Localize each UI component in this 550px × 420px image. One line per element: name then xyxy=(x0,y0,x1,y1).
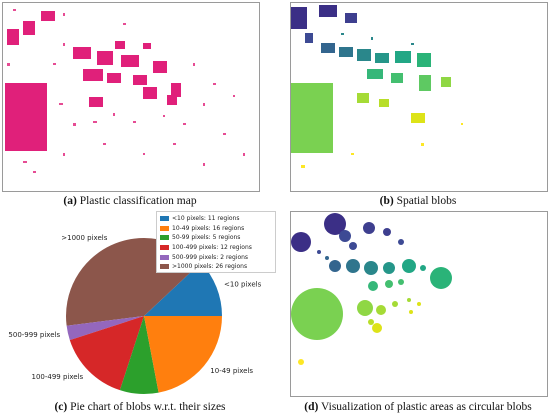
pie-slice xyxy=(144,316,222,393)
legend-label: 10-49 pixels: 16 regions xyxy=(172,224,245,232)
legend-entry: 500-999 pixels: 2 regions xyxy=(160,252,272,262)
pie-slice xyxy=(119,316,159,395)
pie-slice-label: 100-499 pixels xyxy=(32,373,84,381)
legend-label: 50-99 pixels: 5 regions xyxy=(172,234,241,242)
legend-entry: <10 pixels: 11 regions xyxy=(160,214,272,224)
classification-map-panel xyxy=(2,2,260,192)
legend-swatch xyxy=(160,264,169,270)
pie-chart-panel: <10 pixels >1000 pixels 500-999 pixels 100-… xyxy=(2,211,278,406)
spatial-blobs-image xyxy=(291,5,463,168)
legend-swatch xyxy=(160,225,169,231)
legend-label: <10 pixels: 11 regions xyxy=(172,215,240,223)
legend-label: 100-499 pixels: 12 regions xyxy=(172,244,252,252)
legend-entry: 100-499 pixels: 12 regions xyxy=(160,243,272,253)
legend-label: >1000 pixels: 26 regions xyxy=(172,263,248,271)
legend-entry: >1000 pixels: 26 regions xyxy=(160,262,272,272)
pie-slice-label: <10 pixels xyxy=(224,280,262,288)
pie-slice-label: >1000 pixels xyxy=(61,234,107,242)
pie-slice-label: 10-49 pixels xyxy=(210,367,253,375)
pie-slice xyxy=(69,316,144,391)
legend-label: 500-999 pixels: 2 regions xyxy=(172,253,249,261)
legend-entry: 10-49 pixels: 16 regions xyxy=(160,224,272,234)
classification-map-image xyxy=(5,9,245,173)
caption-d: (d) Visualization of plastic areas as ci… xyxy=(304,401,532,413)
pie-slice-label: 500-999 pixels xyxy=(8,331,60,339)
pie-slice xyxy=(144,262,222,316)
legend-swatch xyxy=(160,216,169,222)
legend-swatch xyxy=(160,245,169,251)
spatial-blobs-panel xyxy=(290,2,548,192)
caption-b: (b) Spatial blobs xyxy=(379,195,457,207)
circular-blobs-image xyxy=(291,212,547,396)
caption-c: (c) Pie chart of blobs w.r.t. their size… xyxy=(54,401,226,413)
legend-entry: 50-99 pixels: 5 regions xyxy=(160,233,272,243)
legend-swatch xyxy=(160,254,169,260)
pie-slice xyxy=(66,316,144,341)
caption-a: (a) Plastic classification map xyxy=(63,195,197,207)
pie-legend: <10 pixels: 11 regions 10-49 pixels: 16 r… xyxy=(156,211,276,273)
legend-swatch xyxy=(160,235,169,241)
circular-blobs-panel xyxy=(290,211,548,397)
